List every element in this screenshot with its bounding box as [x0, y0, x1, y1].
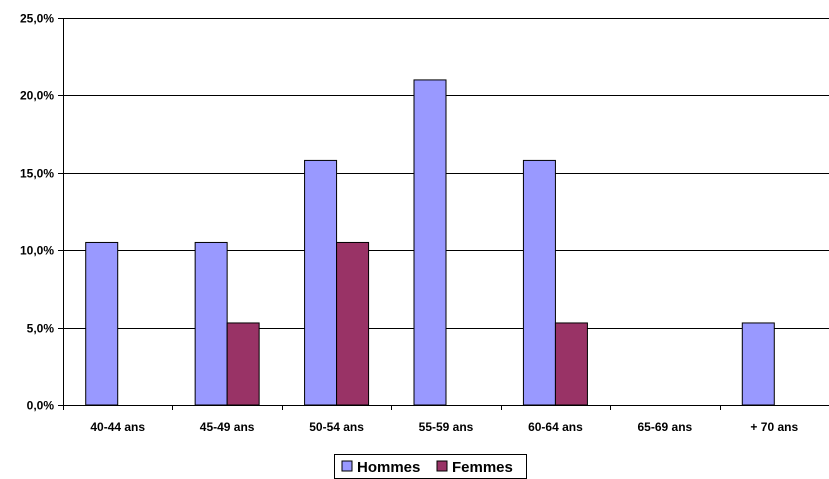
legend-swatch-hommes: [341, 460, 353, 472]
x-tick-label: 55-59 ans: [419, 420, 474, 434]
bars: [85, 79, 775, 406]
bar-hommes-4: [522, 159, 556, 406]
y-tick-label: 20,0%: [20, 89, 54, 103]
legend-label-hommes: Hommes: [357, 459, 420, 476]
bar-femmes-2: [336, 241, 370, 406]
tick-labels: 0,0% 5,0% 10,0% 15,0% 20,0% 25,0% 40-44 ans 45-…: [20, 12, 798, 435]
y-tick-label: 0,0%: [27, 399, 55, 413]
legend-box: [334, 454, 527, 479]
bar-hommes-6: [741, 322, 775, 406]
legend-label-femmes: Femmes: [452, 459, 513, 476]
x-tick-label: 65-69 ans: [638, 420, 693, 434]
legend-swatch-femmes: [436, 460, 448, 472]
bar-hommes-2: [304, 159, 338, 406]
bar-femmes-1: [226, 322, 260, 406]
x-tick-label: 40-44 ans: [90, 420, 145, 434]
x-tick-label: + 70 ans: [750, 420, 798, 434]
x-tick-label: 60-64 ans: [528, 420, 583, 434]
axes: [58, 18, 829, 410]
bar-hommes-0: [85, 241, 119, 406]
x-tick-label: 45-49 ans: [200, 420, 255, 434]
legend: Hommes Femmes: [334, 454, 527, 479]
y-tick-label: 25,0%: [20, 12, 54, 26]
y-tick-label: 5,0%: [27, 322, 55, 336]
x-tick-label: 50-54 ans: [309, 420, 364, 434]
y-tick-label: 10,0%: [20, 244, 54, 258]
bar-femmes-4: [554, 322, 588, 406]
y-tick-label: 15,0%: [20, 167, 54, 181]
bar-hommes-3: [413, 79, 447, 406]
bar-hommes-1: [194, 241, 228, 406]
